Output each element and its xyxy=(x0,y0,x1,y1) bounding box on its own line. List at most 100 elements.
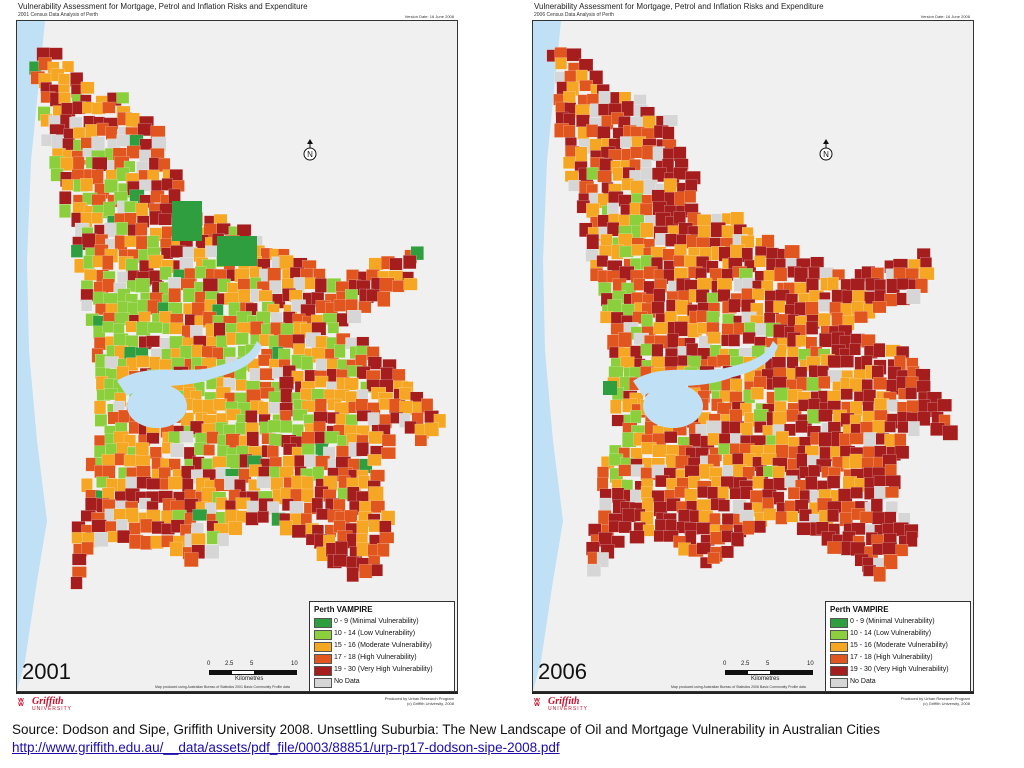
map-region xyxy=(59,191,72,205)
map-region xyxy=(885,486,899,498)
map-region xyxy=(124,507,139,523)
map-region xyxy=(94,400,106,415)
map-region xyxy=(377,291,391,307)
map-region xyxy=(754,255,766,268)
map-region xyxy=(115,222,128,236)
map-region xyxy=(379,532,395,544)
map-region xyxy=(226,454,241,469)
map-region xyxy=(618,521,632,534)
source-citation: Source: Dodson and Sipe, Griffith Univer… xyxy=(12,722,880,737)
map-region xyxy=(113,508,126,521)
map-region xyxy=(600,234,613,247)
legend-item: 19 - 30 (Very High Vulnerability) xyxy=(314,665,452,676)
map-region xyxy=(805,476,818,490)
map-region xyxy=(370,469,385,482)
map-region xyxy=(368,431,384,444)
map-region xyxy=(102,255,114,270)
map-region xyxy=(740,422,754,436)
map-region xyxy=(62,60,75,73)
map-region xyxy=(245,512,259,526)
map-region xyxy=(169,541,183,557)
map-region xyxy=(707,552,720,565)
legend-swatch xyxy=(830,642,848,652)
map-region xyxy=(673,211,686,225)
source-link[interactable]: http://www.griffith.edu.au/__data/assets… xyxy=(12,740,560,755)
map-region xyxy=(840,388,853,400)
map-region xyxy=(652,444,667,458)
map-region xyxy=(49,47,63,60)
map-region xyxy=(258,354,271,367)
map-region xyxy=(123,434,136,447)
map-region xyxy=(168,476,183,490)
estuary xyxy=(643,384,703,428)
map-region xyxy=(315,335,328,350)
map-region xyxy=(147,235,160,249)
map-region xyxy=(228,521,243,536)
map-region xyxy=(203,444,215,456)
map-region xyxy=(80,288,94,302)
legend-item: 19 - 30 (Very High Vulnerability) xyxy=(830,665,968,676)
map-region xyxy=(370,500,385,513)
legend-swatch xyxy=(830,630,848,640)
map-region xyxy=(236,322,252,334)
map-region xyxy=(884,464,897,476)
year-label: 2001 xyxy=(22,659,71,684)
map-region xyxy=(651,301,665,314)
map-region xyxy=(942,425,958,441)
map-region xyxy=(72,156,85,172)
map-region xyxy=(629,489,642,502)
map-region xyxy=(707,331,721,344)
legend-swatch xyxy=(314,678,332,688)
map-region xyxy=(258,290,273,302)
swan-river xyxy=(633,341,778,396)
map-region xyxy=(908,421,920,437)
map-region xyxy=(269,466,281,478)
map-region xyxy=(707,454,721,467)
legend-swatch xyxy=(314,654,332,664)
map-region xyxy=(414,434,427,447)
map-region xyxy=(136,355,150,368)
map-region xyxy=(389,257,403,271)
map-region xyxy=(675,300,689,315)
map-region xyxy=(172,201,202,241)
map-region xyxy=(629,530,645,544)
map-region xyxy=(706,420,722,434)
map-region xyxy=(116,91,130,104)
map-region xyxy=(217,533,230,547)
map-region xyxy=(58,92,71,104)
map-region xyxy=(794,302,807,316)
map-region xyxy=(673,167,688,180)
legend-item: No Data xyxy=(830,677,968,688)
map-region xyxy=(930,422,945,436)
map-region xyxy=(795,420,808,433)
map-region xyxy=(937,398,952,412)
map-region xyxy=(664,431,678,444)
map-region xyxy=(905,387,917,400)
map-region xyxy=(212,456,227,469)
map-region xyxy=(333,299,348,312)
map-region xyxy=(786,511,799,523)
map-region xyxy=(651,490,665,503)
map-region xyxy=(91,169,104,185)
map-region xyxy=(796,522,811,536)
map-region xyxy=(598,103,610,116)
map-region xyxy=(663,114,678,127)
map-legend: Perth VAMPIRE 0 - 9 (Minimal Vulnerabili… xyxy=(825,601,971,691)
map-region xyxy=(202,278,218,293)
svg-text:N: N xyxy=(823,150,829,159)
map-region xyxy=(854,311,868,324)
legend-item: 17 - 18 (High Vulnerability) xyxy=(314,653,452,664)
map-region xyxy=(808,266,821,280)
map-region xyxy=(279,376,294,390)
map-region xyxy=(697,225,711,239)
map-region xyxy=(333,554,348,567)
map-region xyxy=(206,431,219,444)
map-region xyxy=(146,478,161,490)
map-region xyxy=(618,332,632,348)
map-region xyxy=(742,520,755,535)
map-region xyxy=(596,552,609,568)
map-title: Vulnerability Assessment for Mortgage, P… xyxy=(18,2,308,11)
map-region xyxy=(256,476,271,489)
map-region xyxy=(731,532,744,547)
map-region xyxy=(611,535,625,549)
